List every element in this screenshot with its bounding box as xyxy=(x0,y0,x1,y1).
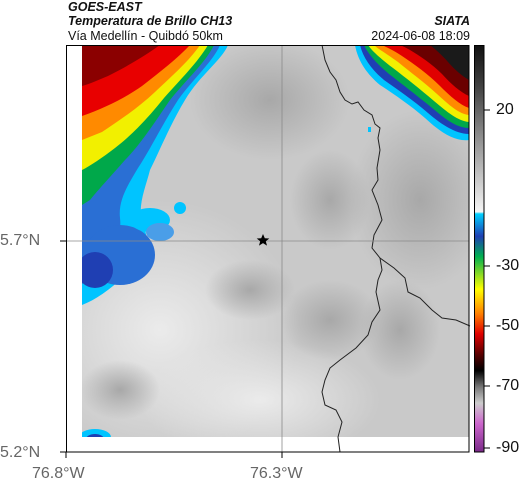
region-subtitle: Vía Medellín - Quibdó 50km xyxy=(68,29,223,43)
lon-label-76.8: 76.8°W xyxy=(32,465,85,482)
colorbar-tick-minus70: -70 xyxy=(496,377,520,394)
colorbar xyxy=(474,45,490,453)
colorbar-tick-minus50: -50 xyxy=(496,317,520,334)
product-title: Temperatura de Brillo CH13 xyxy=(68,14,233,28)
lat-label-5.2: 5.2°N xyxy=(0,444,41,461)
lat-label-5.7: 5.7°N xyxy=(0,232,41,249)
org-label: SIATA xyxy=(434,14,470,28)
borders xyxy=(321,44,471,453)
colorbar-tick-minus30: -30 xyxy=(496,257,520,274)
star-icon xyxy=(256,234,270,246)
lon-label-76.3: 76.3°W xyxy=(250,465,303,482)
satellite-image xyxy=(82,45,469,437)
colorbar-tick-20: 20 xyxy=(496,101,514,118)
colorbar-tick-minus90: -90 xyxy=(496,439,520,456)
datetime-label: 2024-06-08 18:09 xyxy=(371,29,470,43)
map-frame xyxy=(66,45,470,453)
satellite-title: GOES-EAST xyxy=(68,0,142,14)
